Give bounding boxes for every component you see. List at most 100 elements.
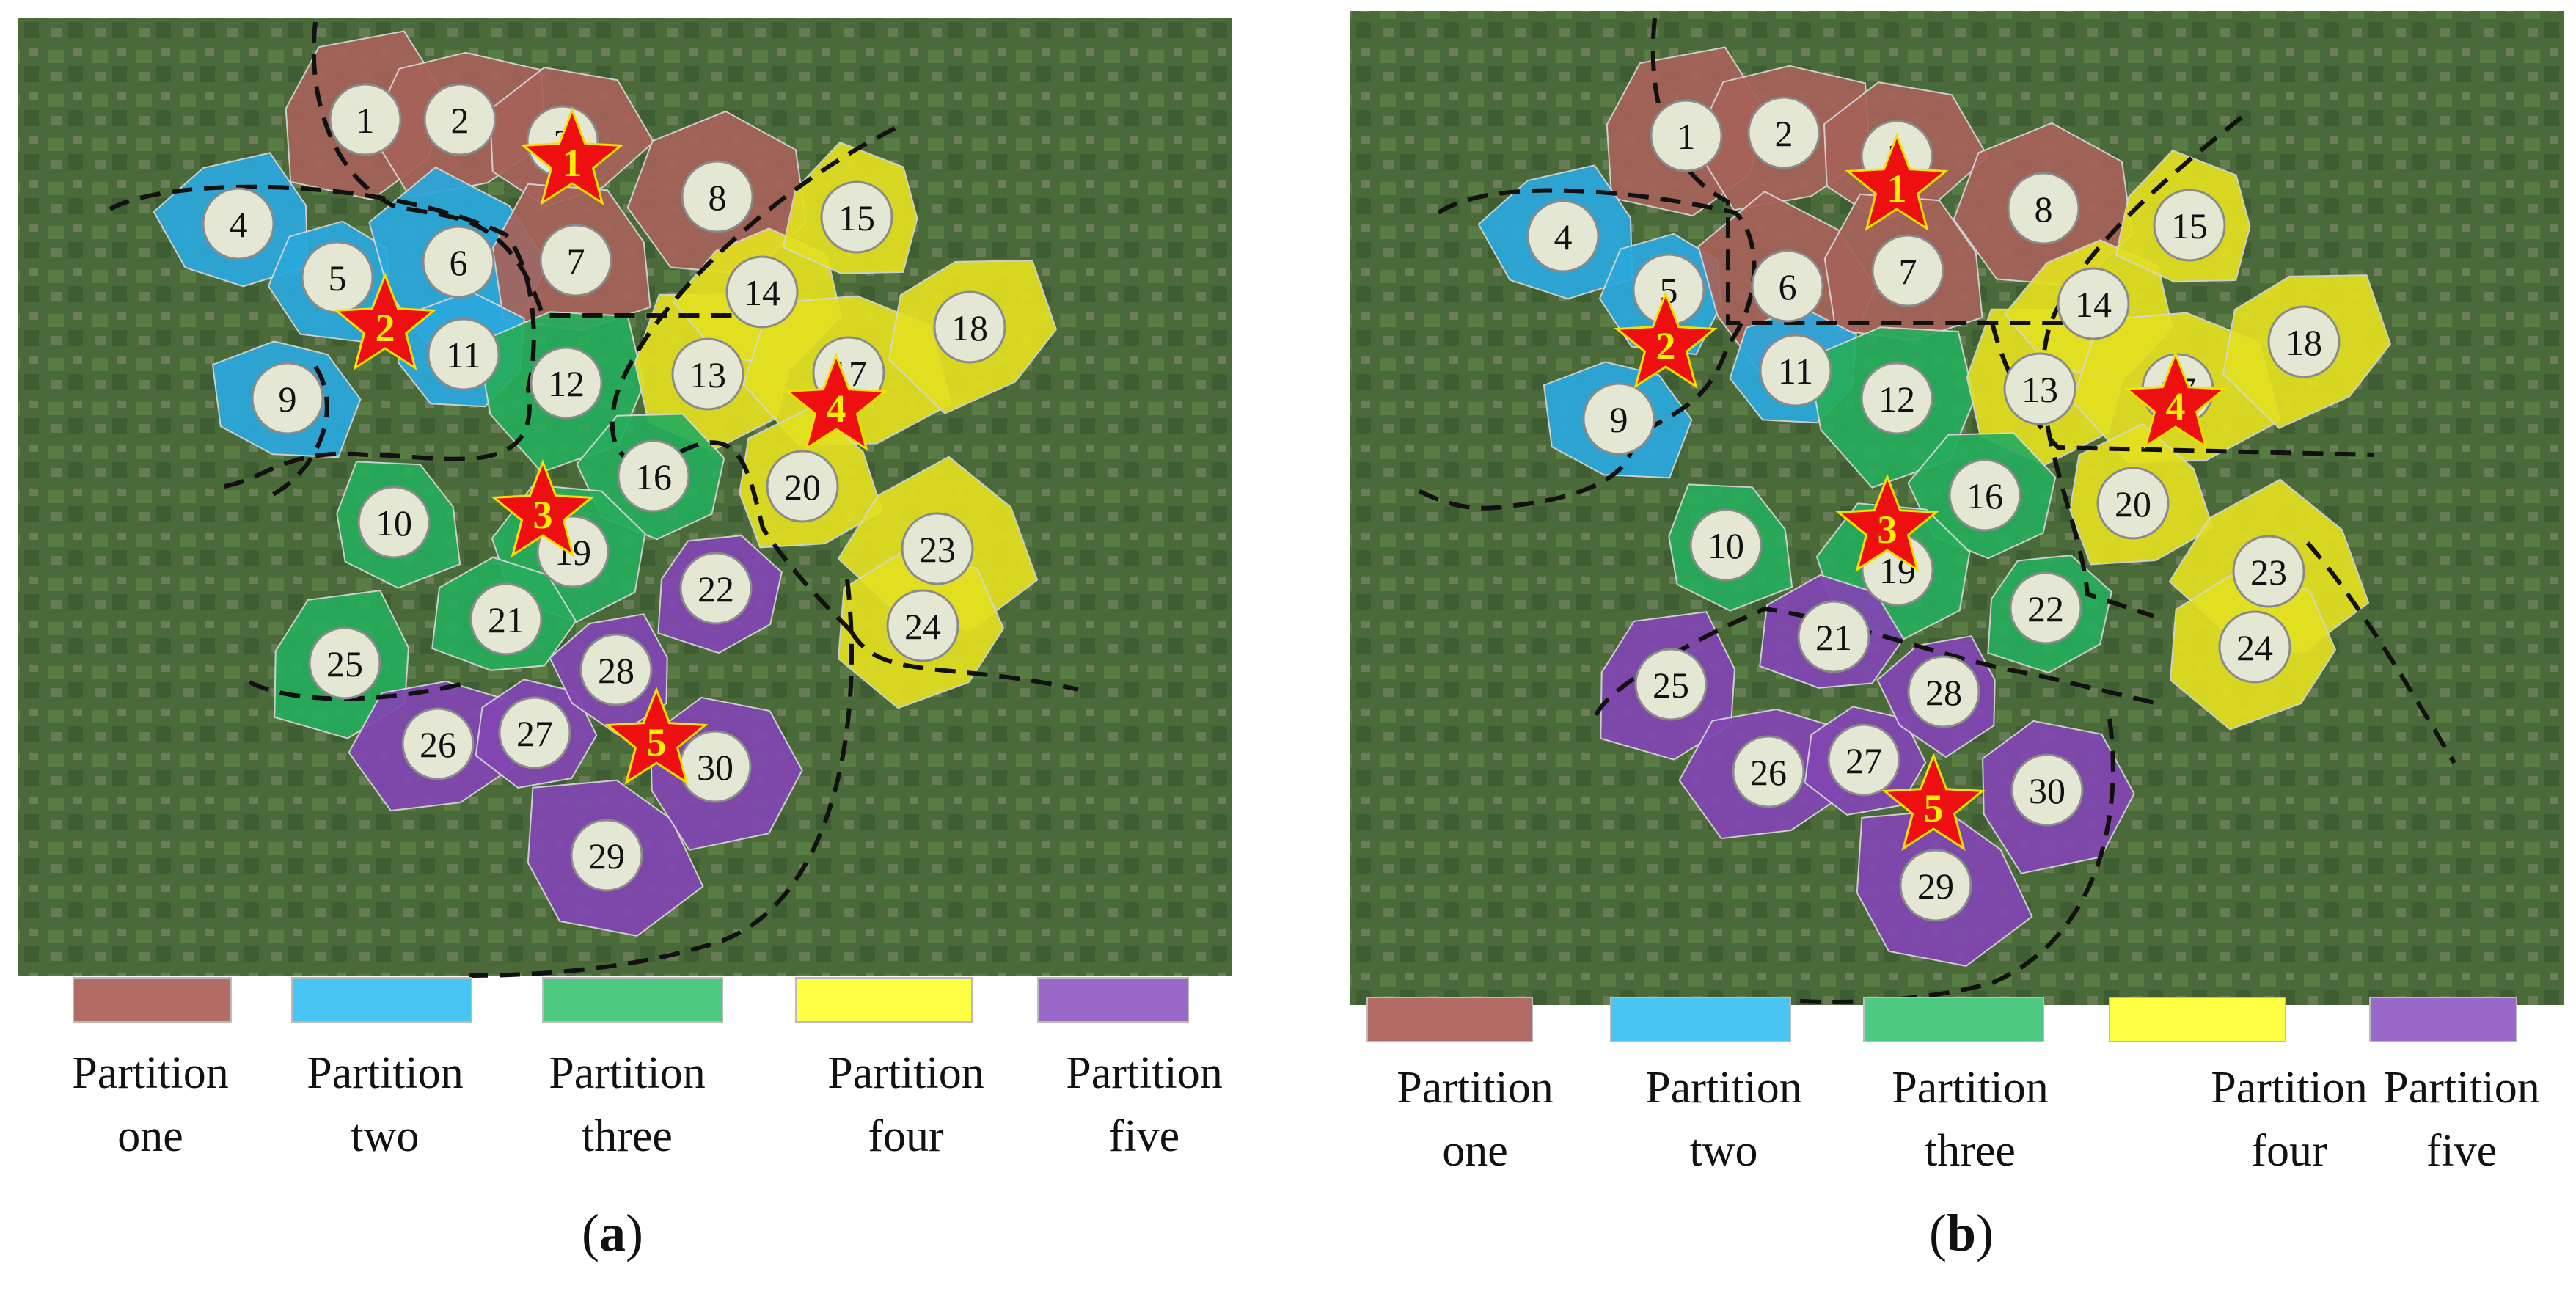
node-circle (579, 633, 653, 706)
star-4: 4 (2123, 350, 2228, 449)
node-13: 13 (2003, 352, 2076, 425)
node-label: 4 (1554, 216, 1573, 257)
node-circle (1948, 458, 2021, 532)
node-circle (251, 362, 324, 435)
legend-swatch-4 (795, 977, 973, 1023)
node-15: 15 (820, 180, 893, 254)
star-icon (1881, 752, 1986, 851)
star-2: 2 (333, 271, 437, 370)
node-16: 16 (617, 439, 690, 513)
node-circle (498, 696, 571, 769)
node-circle (401, 707, 475, 780)
node-10: 10 (357, 486, 431, 559)
star-2: 2 (1614, 290, 1718, 389)
legend-label-line2: three (1925, 1126, 2016, 1176)
node-26: 26 (1732, 735, 1805, 808)
boundary-line-1 (1650, 18, 2073, 325)
legend-swatch-1 (1366, 997, 1533, 1042)
star-label: 1 (1887, 167, 1907, 211)
node-13: 13 (671, 337, 744, 411)
node-label: 5 (329, 257, 347, 299)
node-label: 30 (697, 747, 733, 788)
node-circle (1871, 234, 1944, 307)
node-circle (1899, 849, 1972, 922)
legend-swatch-3 (1863, 997, 2044, 1042)
node-30: 30 (2010, 753, 2084, 827)
legend-swatch-2 (1610, 997, 1791, 1042)
node-circle (2267, 305, 2341, 378)
node-label: 11 (1778, 351, 1813, 392)
legend-swatch-1 (73, 977, 232, 1023)
node-circle (469, 582, 543, 656)
legend-label-line1: Partition (1397, 1063, 1554, 1113)
node-label: 20 (784, 467, 821, 508)
node-circle (1634, 648, 1708, 721)
legend-label-line1: Partition (1645, 1063, 1802, 1113)
node-circle (2153, 189, 2226, 262)
node-label: 15 (2171, 205, 2208, 246)
star-icon (491, 458, 595, 557)
node-7: 7 (539, 224, 612, 297)
star-3: 3 (491, 458, 595, 557)
node-circle (202, 187, 275, 260)
node-18: 18 (2267, 305, 2341, 378)
star-label: 2 (1656, 324, 1676, 368)
node-21: 21 (469, 582, 543, 656)
node-10: 10 (1689, 508, 1763, 582)
node-label: 10 (1708, 525, 1744, 566)
node-circle (1747, 96, 1821, 169)
legend-label-line1: Partition (2383, 1063, 2540, 1113)
map-panel-a: 1234567891011121314151617181920212223242… (18, 18, 1232, 1262)
node-label: 16 (1966, 475, 2003, 516)
node-circle (308, 626, 381, 700)
node-8: 8 (681, 160, 754, 233)
node-27: 27 (1827, 723, 1900, 797)
node-label: 18 (2286, 322, 2322, 363)
node-7: 7 (1871, 234, 1944, 307)
node-circle (2009, 571, 2082, 645)
node-circle (933, 290, 1006, 364)
star-icon (784, 352, 888, 451)
node-label: 6 (1779, 266, 1797, 307)
node-30: 30 (678, 730, 752, 803)
node-11: 11 (1759, 334, 1832, 407)
node-27: 27 (498, 696, 571, 769)
legend-swatch-2 (291, 977, 472, 1023)
node-9: 9 (251, 362, 324, 435)
star-icon (604, 686, 709, 785)
node-circle (1751, 249, 1824, 323)
star-label: 1 (563, 141, 582, 185)
node-label: 23 (919, 529, 956, 570)
node-29: 29 (1899, 849, 1972, 922)
star-5: 5 (1881, 752, 1986, 851)
star-label: 3 (533, 493, 553, 537)
node-label: 22 (698, 568, 734, 610)
boundary-line-3 (263, 365, 329, 501)
boundary-line-2 (1411, 188, 1757, 511)
node-label: 16 (635, 456, 672, 497)
node-circle (2218, 610, 2291, 684)
legend-swatch-4 (2109, 997, 2286, 1042)
node-label: 8 (2035, 189, 2053, 230)
node-label: 4 (230, 204, 248, 245)
map-figure-a: 1234567891011121314151617181920212223242… (18, 18, 1232, 1023)
node-circle (1582, 382, 1655, 456)
node-circle (901, 512, 974, 585)
node-circle (1860, 362, 1933, 435)
node-label: 7 (567, 241, 585, 282)
legend-label-4: Partition four (2172, 1056, 2407, 1182)
node-circle (1907, 655, 1980, 728)
node-label: 9 (1610, 399, 1628, 440)
node-circle (1797, 600, 1870, 673)
star-1: 1 (1845, 132, 1949, 231)
legend-label-line2: three (582, 1111, 673, 1161)
node-25: 25 (1634, 648, 1708, 721)
node-circle (1732, 735, 1805, 808)
node-circle (679, 552, 753, 625)
legend-label-line2: five (1108, 1111, 1180, 1161)
star-icon (1614, 290, 1718, 389)
node-circle (329, 83, 402, 156)
legend-swatch-3 (542, 977, 723, 1023)
